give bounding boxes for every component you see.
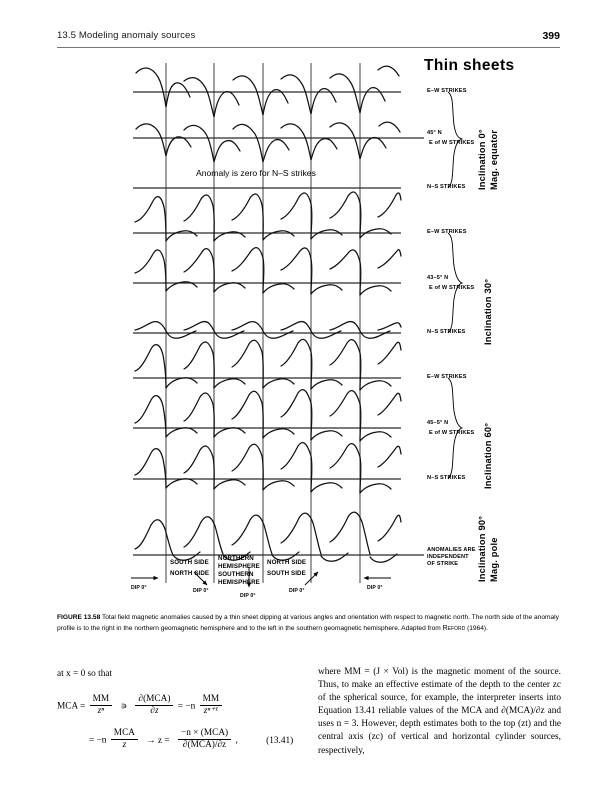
caption-text-part2: (1964).	[465, 625, 488, 633]
bottom-label-2-line1: NORTH SIDE	[267, 559, 307, 566]
group-label-inclination-90-line2: Mag. pole	[489, 537, 499, 582]
dip-label-3: DIP 0°	[289, 588, 305, 594]
strike-label-group0-row0: E–W STRIKES	[427, 88, 467, 94]
curve-group-0-row-1	[135, 65, 400, 118]
bottom-label-2-line2: SOUTH SIDE	[267, 570, 306, 577]
frac-final: −n × (MCA) ∂(MCA)/∂z	[177, 728, 232, 751]
group-braces	[447, 91, 464, 480]
frac-mm-zn1: MM zⁿ⁺¹	[199, 694, 223, 717]
frac-den-zn: zⁿ	[89, 705, 113, 717]
strike-label-group2-row0: E–W STRIKES	[427, 374, 467, 380]
equals-neg-n: = −n	[177, 701, 196, 712]
page-number: 399	[542, 30, 560, 42]
anomaly-zero-note: Anomaly is zero for N–S strikes	[196, 168, 316, 178]
bottom-label-0-line2: NORTH SIDE	[170, 570, 210, 577]
body-column-left: at x = 0 so that MCA = MM zⁿ ∍ ∂(MCA) ∂z…	[57, 668, 302, 752]
strike-label-group1-row0: E–W STRIKES	[427, 229, 467, 235]
equation-line-1: MCA = MM zⁿ ∍ ∂(MCA) ∂z = −n MM zⁿ⁺¹	[57, 694, 302, 718]
anomaly-profiles-plot	[131, 63, 464, 588]
group-label-inclination-0-line1: Inclination 0°	[477, 129, 487, 190]
curve-group-2-row-3	[134, 442, 402, 494]
dip-label-2: DIP 0°	[240, 593, 256, 599]
group-label-inclination-60: Inclination 60°	[483, 422, 493, 489]
strike-label-group1-row1-line2: E of W STRIKES	[429, 285, 475, 291]
mca-label: MCA =	[57, 701, 86, 712]
such-that-symbol: ∍	[120, 701, 128, 712]
frac-num-mm2: MM	[202, 694, 220, 704]
trailing-comma: ,	[235, 735, 238, 746]
frac-den-zn1: zⁿ⁺¹	[199, 705, 223, 717]
curve-group-1-row-3	[134, 320, 402, 339]
bottom-label-1-line2: HEMISPHERE	[218, 563, 260, 570]
body-right-paragraph: where MM = (J × Vol) is the magnetic mom…	[318, 667, 561, 756]
running-head: 13.5 Modeling anomaly sources 399	[57, 30, 560, 52]
frac-den-dz: ∂z	[135, 705, 174, 717]
strike-label-group0-row1-line1: 45° N	[427, 130, 442, 136]
strike-label-group3-line1: ANOMALIES ARE	[427, 547, 476, 553]
strike-label-group0-row2: N–S STRIKES	[427, 184, 466, 190]
group-label-inclination-90-line1: Inclination 90°	[477, 515, 487, 582]
group-label-inclination-30: Inclination 30°	[483, 278, 493, 345]
strike-label-group0-row1-line2: E of W STRIKES	[429, 140, 475, 146]
caption-text-part1: Total field magnetic anomalies caused by…	[57, 614, 559, 633]
dip-label-0: DIP 0°	[131, 585, 147, 591]
bottom-label-1-line3: SOUTHERN	[218, 571, 254, 578]
dip-label-1: DIP 0°	[193, 588, 209, 594]
strike-label-group2-row1-line2: E of W STRIKES	[429, 430, 475, 436]
strike-label-group3-line2: INDEPENDENT	[427, 554, 469, 560]
dip-label-4: DIP 0°	[367, 585, 383, 591]
curve-group-0-row-2	[135, 121, 401, 163]
strike-label-group1-row1-line1: 43–5° N	[427, 275, 449, 281]
running-head-section: 13.5 Modeling anomaly sources	[57, 30, 196, 41]
caption-lead: FIGURE 13.58	[57, 614, 101, 621]
line3-equals: = −n	[89, 735, 107, 746]
frac-mca-z: MCA z	[110, 728, 138, 751]
curve-group-1-row-1	[134, 191, 402, 242]
figure-caption: FIGURE 13.58 Total field magnetic anomal…	[57, 612, 560, 634]
frac-den-final: ∂(MCA)/∂z	[177, 739, 232, 751]
dip-arrows	[131, 567, 391, 588]
body-column-right: where MM = (J × Vol) is the magnetic mom…	[318, 666, 561, 758]
curve-group-2-row-1	[134, 338, 402, 391]
grid-baselines	[133, 91, 401, 556]
figure-title: Thin sheets	[424, 57, 515, 74]
grid-vertical-lines	[165, 63, 361, 583]
strike-label-group1-row2: N–S STRIKES	[427, 329, 466, 335]
bottom-label-1-line4: HEMISPHERE	[218, 579, 260, 586]
bottom-label-0-line1: SOUTH SIDE	[170, 559, 209, 566]
frac-num-dmca: ∂(MCA)	[138, 694, 171, 704]
equation-line-2: = −n MCA z → z = −n × (MCA) ∂(MCA)/∂z , …	[89, 728, 302, 752]
bottom-label-1-line1: NORTHERN	[218, 555, 254, 562]
frac-den-z: z	[110, 739, 138, 751]
label-leader-lines	[401, 137, 424, 556]
caption-author: Reford	[442, 624, 466, 633]
frac-mm-zn: MM zⁿ	[89, 694, 113, 717]
curve-group-1-row-2	[134, 247, 402, 296]
strike-label-group2-row1-line1: 45–5° N	[427, 420, 449, 426]
strike-label-group3-line3: OF STRIKE	[427, 561, 459, 567]
frac-num-mca: MCA	[113, 728, 135, 738]
frac-num-mm: MM	[92, 694, 110, 704]
curve-group-3-row-1	[134, 511, 402, 563]
equation-number: (13.41)	[266, 735, 294, 746]
arrow-z-equals: → z =	[146, 735, 170, 746]
math-intro: at x = 0 so that	[57, 669, 113, 679]
figure-13-58: Thin sheets E–W STRIKES 45° N E of W STR…	[0, 55, 615, 605]
frac-derivative: ∂(MCA) ∂z	[135, 694, 174, 717]
curve-group-2-row-2	[134, 389, 402, 442]
frac-num-final: −n × (MCA)	[180, 728, 229, 738]
group-label-inclination-0-line2: Mag. equator	[489, 129, 499, 190]
strike-label-group2-row2: N–S STRIKES	[427, 475, 466, 481]
header-rule	[57, 47, 560, 48]
